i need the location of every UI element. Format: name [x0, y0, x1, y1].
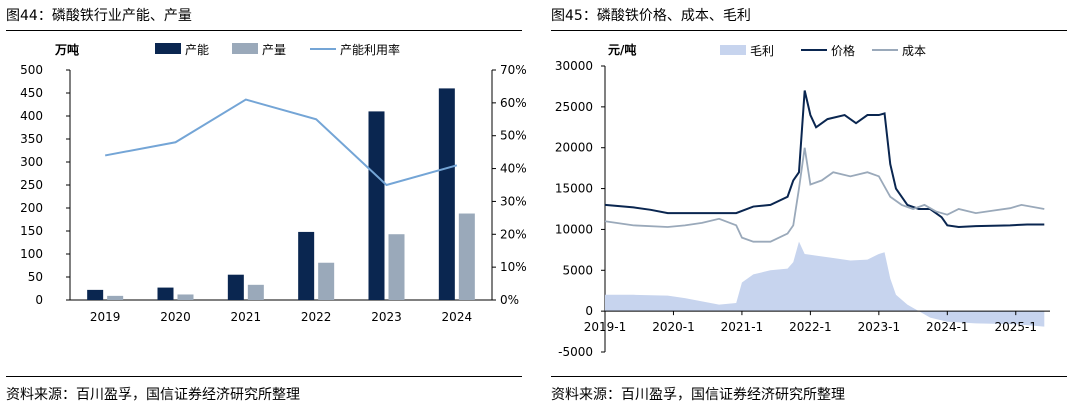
capacity-bar [157, 287, 174, 300]
left-figure-title: 图44：磷酸铁行业产能、产量 [6, 8, 192, 24]
left-y-tick-label: 350 [20, 132, 43, 146]
right-figure-source: 资料来源：百川盈孚，国信证券经济研究所整理 [551, 387, 845, 403]
x-tick-label: 2023-1 [858, 320, 901, 334]
left-y-tick-label: 450 [20, 86, 43, 100]
left-y-tick-label: 0 [35, 293, 43, 307]
legend-label: 产能 [185, 43, 209, 57]
legend-swatch [720, 45, 746, 55]
x-tick-label: 2024-1 [926, 320, 969, 334]
legend-label: 毛利 [750, 44, 774, 58]
y-tick-label: 5000 [562, 263, 593, 277]
output-bar [388, 234, 405, 300]
right-y-tick-label: 70% [500, 63, 527, 77]
output-bar [177, 294, 194, 300]
legend-swatch [155, 43, 181, 54]
capacity-bar [368, 111, 385, 301]
left-y-tick-label: 400 [20, 109, 43, 123]
x-tick-label: 2024 [442, 310, 473, 324]
right-source-rule [551, 376, 1067, 377]
legend-label: 价格 [831, 43, 855, 58]
right-y-tick-label: 30% [500, 194, 527, 208]
left-y-tick-label: 200 [20, 201, 43, 215]
margin-area [605, 241, 1045, 327]
y-tick-label: 10000 [555, 222, 593, 236]
x-tick-label: 2019-1 [584, 320, 627, 334]
output-bar [458, 213, 475, 300]
legend-swatch [232, 43, 258, 54]
y-tick-label: 20000 [555, 141, 593, 155]
left-y-tick-label: 50 [28, 270, 43, 284]
capacity-bar [298, 231, 315, 300]
capacity-output-chart: 万吨 0 50 100 150 200 250 300 350 400 450 500 0% 10% 20%… [20, 42, 527, 324]
right-y-tick-label: 50% [500, 129, 527, 143]
left-figure-panel: 图44：磷酸铁行业产能、产量 万吨 0 50 100 150 200 250 300 350 40… [6, 8, 527, 403]
left-source-rule [6, 376, 522, 377]
left-y-tick-label: 300 [20, 155, 43, 169]
left-figure-source: 资料来源：百川盈孚，国信证券经济研究所整理 [6, 387, 300, 403]
y-tick-label: 25000 [555, 100, 593, 114]
output-bar [247, 284, 264, 300]
y-tick-label: 0 [585, 304, 593, 318]
left-y-tick-label: 100 [20, 247, 43, 261]
left-title-rule [6, 30, 522, 31]
x-tick-label: 2020-1 [652, 320, 695, 334]
legend-label: 产能利用率 [340, 42, 400, 57]
right-unit-label: 元/吨 [608, 42, 636, 57]
x-tick-label: 2022 [301, 310, 332, 324]
left-y-tick-label: 250 [20, 178, 43, 192]
price-line [604, 90, 1045, 228]
right-y-tick-label: 20% [500, 227, 527, 241]
right-title-rule [551, 30, 1067, 31]
x-tick-label: 2025-1 [995, 320, 1038, 334]
x-tick-label: 2021 [231, 310, 262, 324]
output-bar [107, 295, 124, 300]
left-y-tick-label: 500 [20, 63, 43, 77]
cost-line [604, 147, 1045, 243]
left-y-tick-label: 150 [20, 224, 43, 238]
right-y-tick-label: 60% [500, 96, 527, 110]
right-y-tick-label: 40% [500, 162, 527, 176]
utilization-line [104, 98, 458, 187]
x-tick-label: 2019 [90, 310, 121, 324]
capacity-bar [438, 88, 455, 301]
x-tick-label: 2020 [160, 310, 191, 324]
output-bar [318, 262, 335, 300]
right-y-tick-label: 10% [500, 260, 527, 274]
x-tick-label: 2023 [371, 310, 402, 324]
y-tick-label: 15000 [555, 182, 593, 196]
right-figure-panel: 图45：磷酸铁价格、成本、毛利 元/吨 -5000 0 5000 10000 15000 2… [545, 0, 1080, 407]
x-tick-label: 2022-1 [789, 320, 832, 334]
y-tick-label: 30000 [555, 59, 593, 73]
left-unit-label: 万吨 [54, 42, 79, 57]
x-tick-label: 2021-1 [721, 320, 764, 334]
capacity-bar [87, 289, 104, 300]
y-tick-label: -5000 [558, 345, 593, 359]
capacity-bar [227, 274, 244, 300]
right-y-tick-label: 0% [500, 293, 519, 307]
legend-label: 产量 [262, 43, 286, 57]
price-cost-margin-chart: 元/吨 -5000 0 5000 10000 15000 20000 25000 30000 20… [555, 42, 1050, 359]
legend-label: 成本 [902, 44, 926, 58]
right-figure-title: 图45：磷酸铁价格、成本、毛利 [551, 8, 751, 24]
